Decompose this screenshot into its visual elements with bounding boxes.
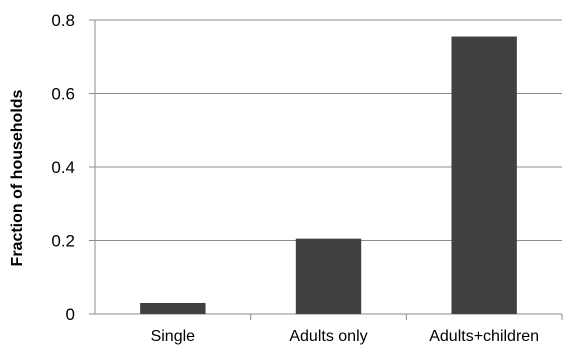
y-tick-label: 0.4 — [51, 158, 75, 177]
y-tick-labels: 0 0.2 0.4 0.6 0.8 — [51, 11, 75, 324]
y-tick-label: 0.6 — [51, 85, 75, 104]
bar-single — [140, 303, 205, 314]
bars — [140, 37, 517, 314]
bar-adults-children — [451, 37, 516, 314]
x-category-label: Adults+children — [429, 328, 539, 345]
y-tick-label: 0.2 — [51, 232, 75, 251]
y-tick-label: 0.8 — [51, 11, 75, 30]
x-category-label: Single — [151, 328, 196, 345]
x-category-labels: Single Adults only Adults+children — [151, 328, 539, 345]
y-tick-label: 0 — [66, 305, 75, 324]
x-category-label: Adults only — [289, 328, 367, 345]
y-axis-title: Fraction of households — [9, 89, 26, 266]
bar-adults-only — [296, 239, 361, 314]
